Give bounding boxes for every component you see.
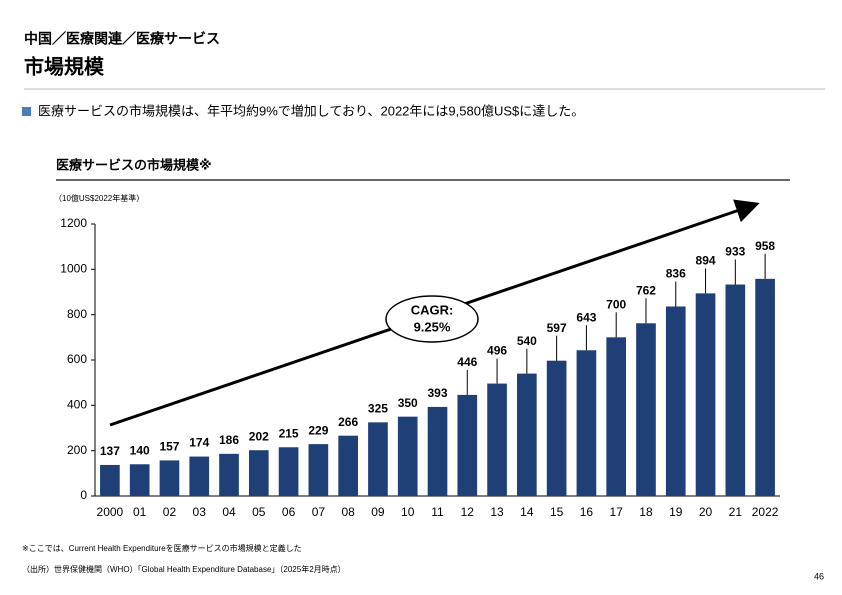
data-label: 958 [755, 239, 775, 253]
bar [636, 323, 656, 496]
data-label: 446 [457, 355, 477, 369]
data-label: 202 [249, 429, 269, 443]
x-tick-label: 18 [639, 505, 653, 519]
data-label: 157 [159, 440, 179, 454]
data-label: 266 [338, 415, 358, 429]
bar [219, 453, 239, 496]
cagr-bubble [385, 295, 479, 343]
breadcrumb: 中国／医療関連／医療サービス [24, 31, 220, 47]
bar [368, 422, 388, 496]
x-tick-label: 08 [341, 505, 355, 519]
bar [338, 435, 358, 496]
x-tick-label: 19 [669, 505, 683, 519]
page-number: 46 [814, 571, 824, 581]
data-label: 350 [398, 396, 418, 410]
data-label: 137 [100, 444, 120, 458]
bar [606, 337, 627, 496]
bar [546, 360, 567, 496]
bar [576, 350, 597, 496]
unit-label: （10億US$2022年基準） [54, 193, 144, 203]
footnote: ※ここでは、Current Health Expenditureを医療サービスの… [22, 543, 302, 553]
x-tick-label: 07 [312, 505, 326, 519]
x-tick-label: 14 [520, 505, 534, 519]
x-tick-label: 2022 [752, 505, 779, 519]
x-tick-label: 06 [282, 505, 296, 519]
x-tick-label: 16 [580, 505, 594, 519]
y-tick-label: 1200 [60, 216, 87, 230]
data-label: 174 [189, 436, 209, 450]
x-tick-label: 21 [729, 505, 743, 519]
data-label: 762 [636, 283, 656, 297]
data-label: 496 [487, 344, 507, 358]
x-tick-label: 01 [133, 505, 147, 519]
source: （出所）世界保健機関（WHO）「Global Health Expenditur… [22, 564, 346, 574]
bar [487, 383, 507, 496]
slide-title: 市場規模 [24, 54, 105, 78]
data-label: 540 [517, 334, 537, 348]
x-tick-label: 03 [193, 505, 207, 519]
bar [695, 293, 716, 496]
bar [278, 447, 299, 496]
data-label: 643 [576, 310, 596, 324]
bullet-text: 医療サービスの市場規模は、年平均約9%で増加しており、2022年には9,580億… [38, 103, 584, 118]
x-tick-label: 09 [371, 505, 385, 519]
bar [457, 394, 478, 496]
data-label: 933 [725, 245, 745, 259]
data-label: 186 [219, 433, 239, 447]
bar [665, 306, 686, 496]
data-label: 393 [427, 386, 447, 400]
bullet-icon [22, 107, 31, 116]
x-tick-label: 2000 [97, 505, 124, 519]
cagr-value: 9.25% [414, 319, 451, 334]
y-tick-label: 200 [67, 443, 87, 457]
data-label: 894 [696, 254, 716, 268]
y-tick-label: 400 [67, 398, 87, 412]
data-label: 140 [130, 443, 150, 457]
bar [725, 284, 746, 496]
bar [397, 416, 418, 496]
bar [308, 444, 329, 496]
bar [159, 460, 180, 496]
bar [427, 406, 448, 496]
y-tick-label: 1000 [60, 262, 87, 276]
bar [100, 464, 120, 496]
data-label: 229 [308, 423, 328, 437]
x-tick-label: 05 [252, 505, 266, 519]
data-label: 836 [666, 267, 686, 281]
bar [129, 464, 150, 496]
bar [189, 456, 210, 496]
y-tick-label: 0 [80, 488, 87, 502]
data-label: 597 [547, 321, 567, 335]
x-tick-label: 10 [401, 505, 415, 519]
x-tick-label: 11 [431, 505, 444, 519]
x-tick-label: 12 [461, 505, 475, 519]
chart-title: 医療サービスの市場規模※ [56, 157, 212, 172]
y-tick-label: 600 [67, 352, 87, 366]
x-tick-label: 20 [699, 505, 713, 519]
x-tick-label: 02 [163, 505, 177, 519]
bar [755, 278, 775, 496]
data-label: 700 [606, 298, 626, 312]
x-tick-label: 04 [222, 505, 236, 519]
bar [248, 450, 269, 496]
data-label: 215 [279, 426, 299, 440]
cagr-label: CAGR: [411, 302, 454, 317]
x-tick-label: 17 [610, 505, 624, 519]
x-tick-label: 15 [550, 505, 564, 519]
x-tick-label: 13 [490, 505, 504, 519]
data-label: 325 [368, 402, 388, 416]
bar [517, 373, 537, 496]
y-tick-label: 800 [67, 307, 87, 321]
